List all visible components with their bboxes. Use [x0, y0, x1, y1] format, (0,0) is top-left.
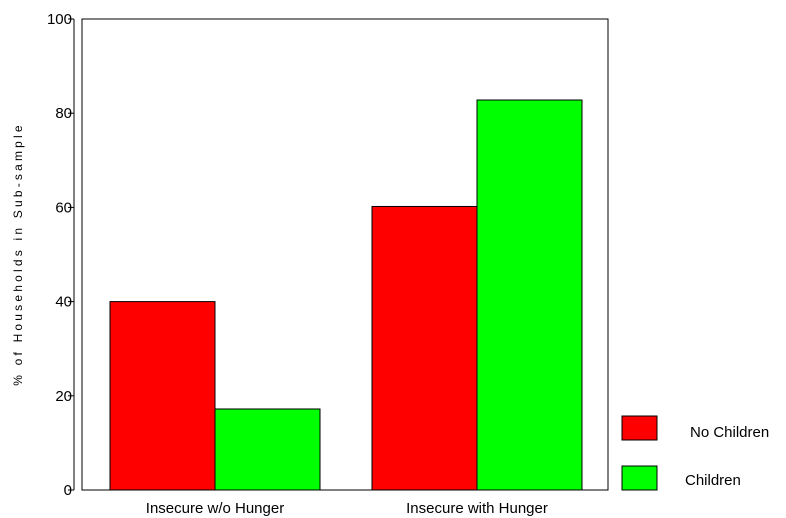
y-tick-label: 80 [55, 105, 72, 122]
y-tick-label: 100 [47, 11, 72, 28]
bar-no-children-2 [371, 205, 478, 491]
bar-children-1 [214, 408, 321, 491]
y-tick-label: 60 [55, 199, 72, 216]
x-category-label: Insecure w/o Hunger [146, 500, 284, 517]
legend-swatch [621, 415, 658, 441]
bar-no-children-1 [109, 301, 216, 491]
y-axis: 0 20 40 60 80 100 [47, 11, 75, 499]
x-axis: Insecure w/o Hunger Insecure with Hunger [82, 489, 608, 517]
legend-label: Children [685, 472, 741, 489]
bar-children-2 [476, 99, 583, 491]
x-category-label: Insecure with Hunger [406, 500, 548, 517]
y-tick-label: 40 [55, 294, 72, 311]
legend-label: No Children [690, 424, 769, 441]
legend-swatch [621, 465, 658, 491]
y-tick-label: 0 [64, 482, 72, 499]
y-tick-label: 20 [55, 388, 72, 405]
legend: No Children Children [621, 415, 769, 491]
bars [109, 99, 583, 491]
y-axis-title: % of Households in Sub-sample [11, 122, 25, 386]
